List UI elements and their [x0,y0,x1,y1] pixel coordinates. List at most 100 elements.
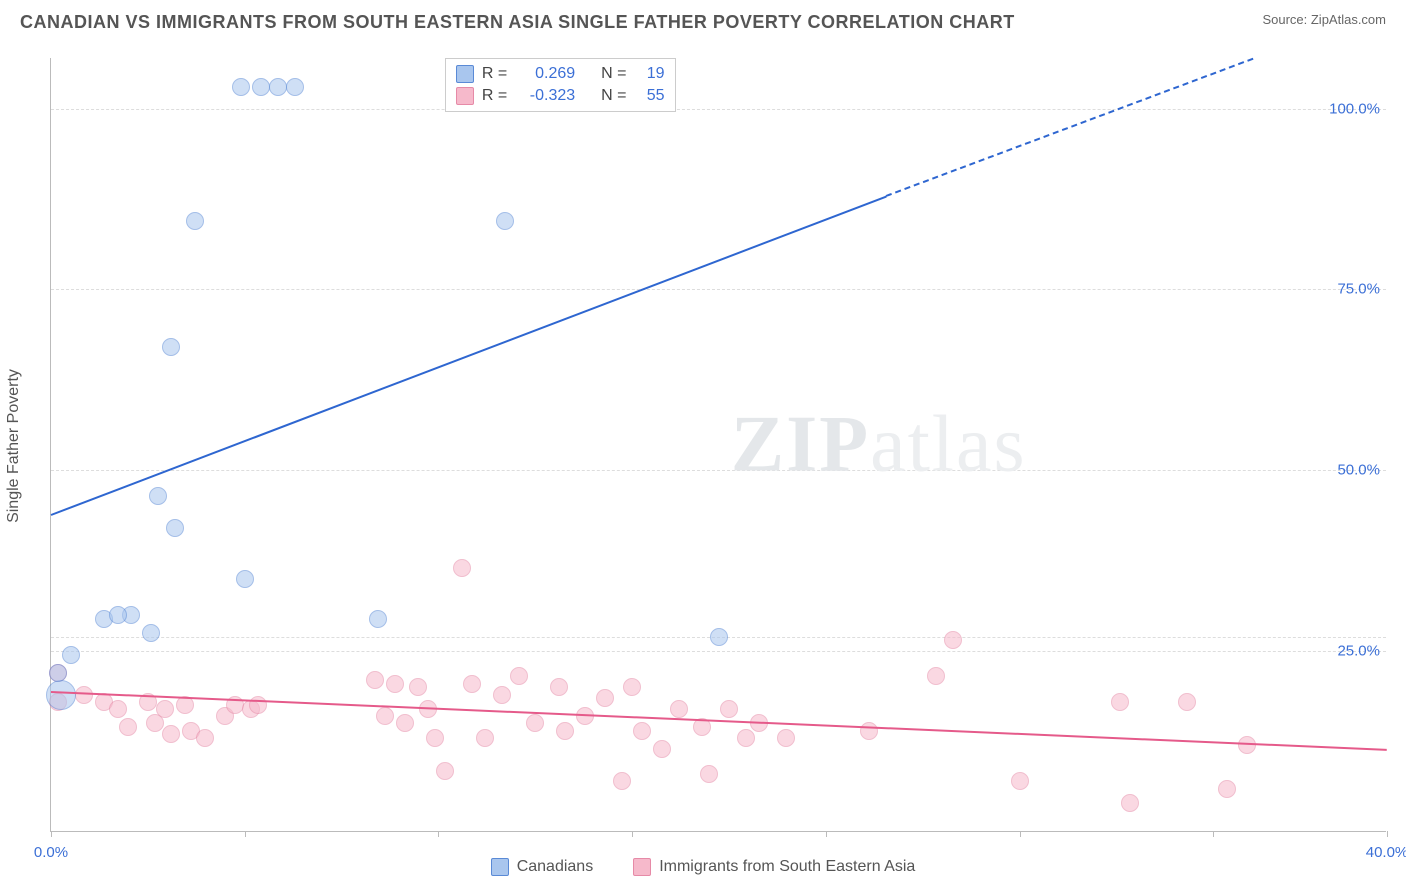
data-point-blue [232,78,250,96]
data-point-pink [386,675,404,693]
data-point-pink [156,700,174,718]
data-point-pink [670,700,688,718]
chart-area: 25.0%50.0%75.0%100.0%0.0%40.0%ZIPatlasR … [50,58,1386,832]
watermark: ZIPatlas [731,399,1027,490]
y-tick-label: 25.0% [1337,643,1380,660]
x-tick [1213,831,1214,837]
data-point-blue [109,606,127,624]
data-point-blue [142,624,160,642]
data-point-pink [613,772,631,790]
y-axis-title: Single Father Poverty [5,369,23,523]
stat-r-label: R = [482,65,507,83]
legend-label: Immigrants from South Eastern Asia [659,858,915,876]
data-point-pink [860,722,878,740]
data-point-pink [700,765,718,783]
data-point-pink [1238,736,1256,754]
data-point-pink [376,707,394,725]
data-point-blue [252,78,270,96]
data-point-blue [286,78,304,96]
data-point-pink [1111,693,1129,711]
stat-r-value: -0.323 [515,87,575,105]
chart-title: CANADIAN VS IMMIGRANTS FROM SOUTH EASTER… [20,12,1015,33]
data-point-pink [366,671,384,689]
data-point-blue [496,212,514,230]
data-point-blue [710,628,728,646]
data-point-pink [1011,772,1029,790]
data-point-pink [1218,780,1236,798]
x-tick [632,831,633,837]
gridline [51,109,1386,110]
legend-swatch [633,858,651,876]
data-point-pink [653,740,671,758]
y-tick-label: 100.0% [1329,100,1380,117]
plot-region: 25.0%50.0%75.0%100.0%0.0%40.0%ZIPatlasR … [50,58,1386,832]
data-point-blue [236,570,254,588]
data-point-pink [463,675,481,693]
x-tick [1387,831,1388,837]
stat-r-label: R = [482,87,507,105]
stat-n-value: 19 [635,65,665,83]
regression-line [51,196,887,516]
stats-row-pink: R = -0.323 N = 55 [456,85,665,107]
data-point-pink [510,667,528,685]
y-tick-label: 50.0% [1337,462,1380,479]
data-point-pink [476,729,494,747]
data-point-pink [396,714,414,732]
y-tick-label: 75.0% [1337,281,1380,298]
data-point-pink [1121,794,1139,812]
data-point-pink [109,700,127,718]
stat-n-label: N = [601,65,626,83]
data-point-pink [493,686,511,704]
data-point-pink [409,678,427,696]
data-point-pink [633,722,651,740]
stat-n-value: 55 [635,87,665,105]
legend: Canadians Immigrants from South Eastern A… [0,858,1406,876]
data-point-pink [777,729,795,747]
stats-box: R = 0.269 N = 19 R = -0.323 N = 55 [445,58,676,112]
legend-item: Canadians [491,858,594,876]
data-point-blue [62,646,80,664]
data-point-blue [269,78,287,96]
data-point-pink [927,667,945,685]
x-tick [1020,831,1021,837]
data-point-blue [166,519,184,537]
data-point-pink [196,729,214,747]
gridline [51,651,1386,652]
x-tick [826,831,827,837]
data-point-pink [436,762,454,780]
x-tick [245,831,246,837]
gridline [51,470,1386,471]
stats-row-blue: R = 0.269 N = 19 [456,63,665,85]
data-point-pink [720,700,738,718]
source-attribution: Source: ZipAtlas.com [1262,12,1386,27]
data-point-pink [526,714,544,732]
gridline [51,289,1386,290]
data-point-pink [1178,693,1196,711]
stat-n-label: N = [601,87,626,105]
data-point-blue [162,338,180,356]
legend-label: Canadians [517,858,594,876]
data-point-blue [49,664,67,682]
x-tick [438,831,439,837]
stat-r-value: 0.269 [515,65,575,83]
data-point-pink [426,729,444,747]
data-point-pink [162,725,180,743]
data-point-pink [556,722,574,740]
data-point-blue [186,212,204,230]
legend-swatch [456,87,474,105]
x-tick [51,831,52,837]
legend-swatch [491,858,509,876]
data-point-pink [119,718,137,736]
data-point-pink [737,729,755,747]
data-point-pink [550,678,568,696]
data-point-blue [369,610,387,628]
legend-swatch [456,65,474,83]
data-point-pink [453,559,471,577]
data-point-pink [944,631,962,649]
data-point-pink [596,689,614,707]
legend-item: Immigrants from South Eastern Asia [633,858,915,876]
data-point-pink [623,678,641,696]
source-link[interactable]: ZipAtlas.com [1311,12,1386,27]
regression-line [886,58,1254,197]
data-point-blue [149,487,167,505]
